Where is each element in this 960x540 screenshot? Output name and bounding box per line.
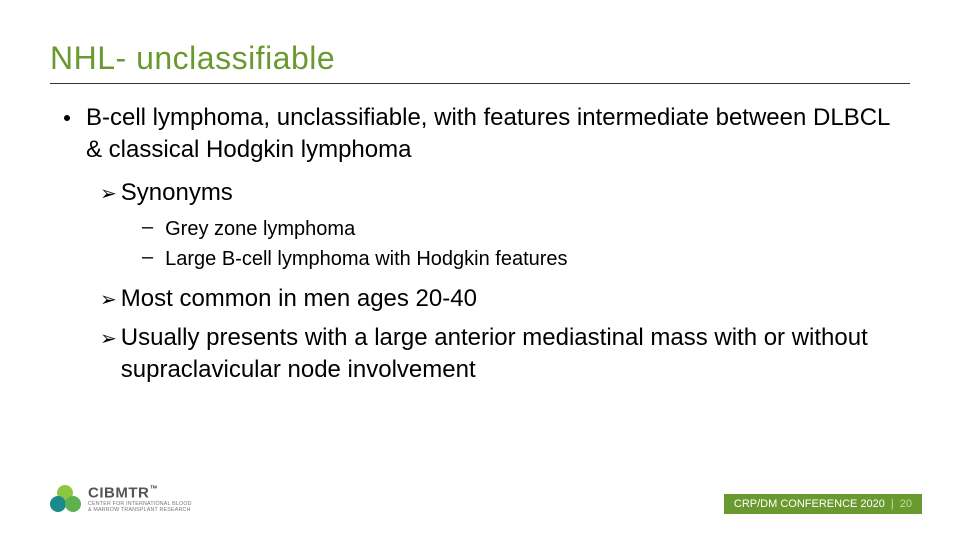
dash-icon: – bbox=[142, 246, 153, 269]
dash-item: – Large B-cell lymphoma with Hodgkin fea… bbox=[142, 245, 910, 273]
dash-item: – Grey zone lymphoma bbox=[142, 215, 910, 243]
logo-tm: ™ bbox=[149, 484, 157, 493]
logo-mark-icon bbox=[50, 485, 82, 513]
separator-icon: | bbox=[891, 498, 894, 510]
arrow-icon: ➢ bbox=[100, 326, 117, 351]
arrow-icon: ➢ bbox=[100, 287, 117, 312]
slide-title: NHL- unclassifiable bbox=[50, 40, 910, 84]
dash-list: – Grey zone lymphoma – Large B-cell lymp… bbox=[142, 215, 910, 273]
dash-icon: – bbox=[142, 216, 153, 239]
dash-text: Grey zone lymphoma bbox=[165, 215, 355, 243]
arrow-label: Most common in men ages 20-40 bbox=[121, 283, 477, 315]
arrow-item: ➢ Usually presents with a large anterior… bbox=[100, 322, 910, 387]
arrow-item: ➢ Synonyms bbox=[100, 177, 910, 209]
dash-text: Large B-cell lymphoma with Hodgkin featu… bbox=[165, 245, 567, 273]
logo: CIBMTR™ CENTER FOR INTERNATIONAL BLOOD &… bbox=[50, 484, 192, 514]
bullet-dot-icon bbox=[64, 115, 70, 121]
arrow-label: Synonyms bbox=[121, 177, 233, 209]
main-bullet-text: B-cell lymphoma, unclassifiable, with fe… bbox=[86, 102, 910, 167]
footer: CIBMTR™ CENTER FOR INTERNATIONAL BLOOD &… bbox=[50, 484, 922, 514]
arrow-icon: ➢ bbox=[100, 181, 117, 206]
arrow-item: ➢ Most common in men ages 20-40 bbox=[100, 283, 910, 315]
slide: NHL- unclassifiable B-cell lymphoma, unc… bbox=[0, 0, 960, 540]
page-number: 20 bbox=[900, 498, 912, 510]
conference-bar: CRP/DM CONFERENCE 2020 | 20 bbox=[724, 494, 922, 514]
logo-text: CIBMTR™ CENTER FOR INTERNATIONAL BLOOD &… bbox=[88, 484, 192, 514]
logo-brand: CIBMTR bbox=[88, 484, 149, 501]
main-bullet-row: B-cell lymphoma, unclassifiable, with fe… bbox=[50, 102, 910, 167]
logo-tagline-2: & MARROW TRANSPLANT RESEARCH bbox=[88, 508, 192, 514]
conference-label: CRP/DM CONFERENCE 2020 bbox=[734, 498, 885, 510]
arrow-label: Usually presents with a large anterior m… bbox=[121, 322, 910, 387]
arrow-list: ➢ Synonyms – Grey zone lymphoma – Large … bbox=[100, 177, 910, 387]
